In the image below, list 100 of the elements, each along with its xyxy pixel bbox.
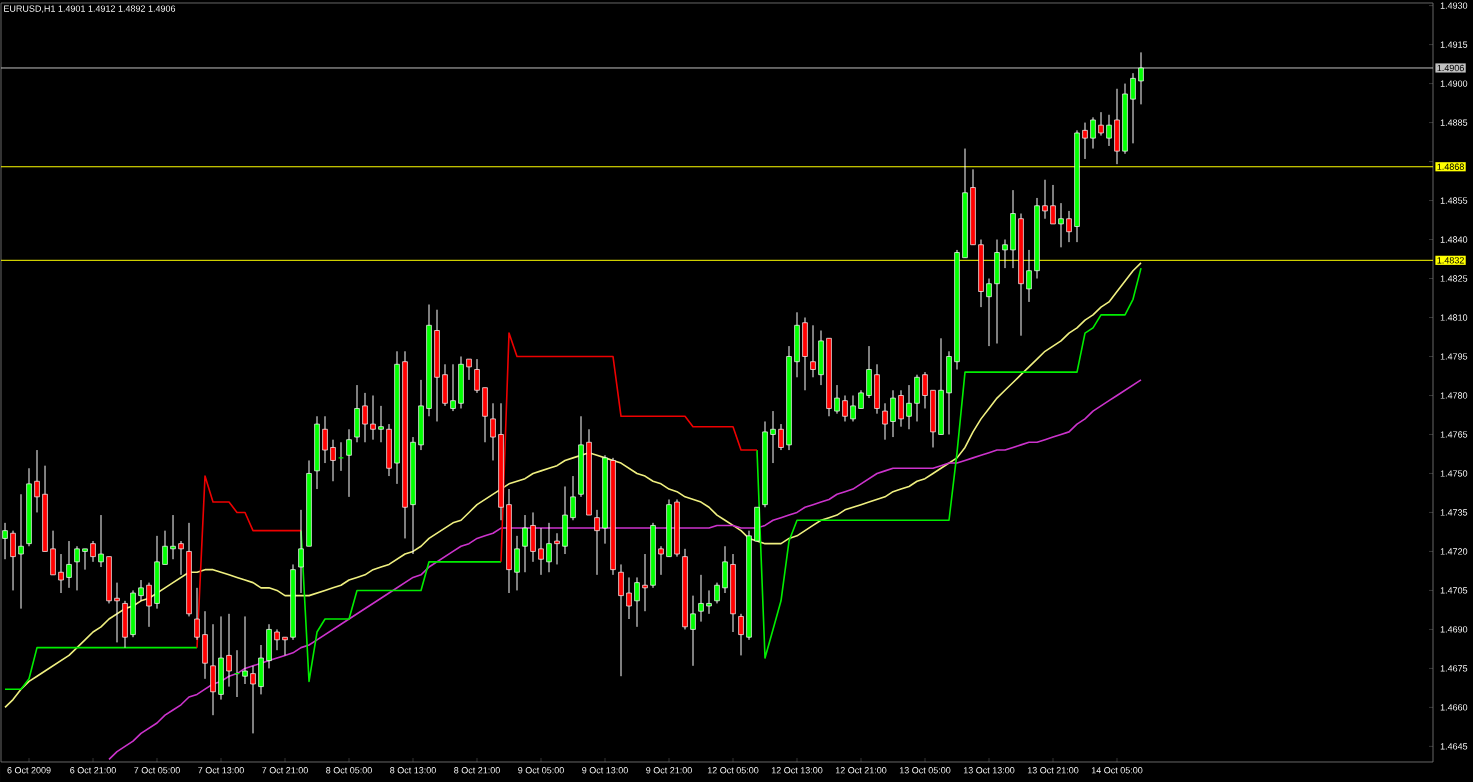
candlestick xyxy=(98,514,104,568)
y-tick-label: 1.4780 xyxy=(1440,392,1468,399)
x-tick-label: 8 Oct 21:00 xyxy=(454,767,500,774)
candlestick xyxy=(1130,72,1136,144)
y-tick-label: 1.4900 xyxy=(1440,80,1468,87)
x-tick-label: 12 Oct 13:00 xyxy=(771,767,823,774)
x-tick-label: 12 Oct 05:00 xyxy=(707,767,759,774)
candlestick xyxy=(226,613,232,688)
candlestick xyxy=(178,540,184,576)
x-tick-label: 7 Oct 13:00 xyxy=(198,767,244,774)
x-tick-label: 13 Oct 13:00 xyxy=(963,767,1015,774)
candlestick xyxy=(514,535,520,591)
candlestick xyxy=(138,579,144,602)
y-tick-label: 1.4795 xyxy=(1440,353,1468,360)
x-tick-label: 7 Oct 05:00 xyxy=(134,767,180,774)
candlestick xyxy=(34,449,40,513)
y-tick-label: 1.4705 xyxy=(1440,587,1468,594)
x-tick-label: 8 Oct 13:00 xyxy=(390,767,436,774)
candlestick xyxy=(1106,114,1112,147)
y-tick-label: 1.4825 xyxy=(1440,275,1468,282)
ref-line-label: 1.4832 xyxy=(1437,257,1464,264)
candlestick xyxy=(634,576,640,628)
candlestick xyxy=(10,530,16,591)
candlestick xyxy=(242,615,248,685)
x-tick-label: 13 Oct 05:00 xyxy=(899,767,951,774)
candlestick xyxy=(658,545,664,576)
candlestick xyxy=(346,428,352,498)
ref-line-label: 1.4906 xyxy=(1437,64,1464,72)
candlestick xyxy=(986,278,992,347)
y-tick-label: 1.4735 xyxy=(1440,509,1468,516)
candlestick xyxy=(1066,210,1072,243)
candlestick xyxy=(770,410,776,464)
candlestick xyxy=(330,439,336,482)
candlestick xyxy=(274,628,280,651)
y-tick-label: 1.4690 xyxy=(1440,626,1468,633)
candlestick xyxy=(538,527,544,576)
y-tick-label: 1.4660 xyxy=(1440,704,1468,711)
candlestick xyxy=(698,574,704,623)
y-tick-label: 1.4675 xyxy=(1440,665,1468,672)
candlestick xyxy=(882,402,888,441)
y-tick-label: 1.4855 xyxy=(1440,197,1468,204)
candlestick xyxy=(834,384,840,415)
x-tick-label: 13 Oct 21:00 xyxy=(1027,767,1079,774)
candlestick xyxy=(490,402,496,461)
candlestick xyxy=(706,589,712,615)
candlestick xyxy=(690,595,696,667)
candlestick xyxy=(1098,111,1104,137)
candlestick xyxy=(362,392,368,443)
candlestick xyxy=(898,389,904,428)
candlestick xyxy=(642,553,648,612)
candlestick xyxy=(450,363,456,412)
candlestick xyxy=(1138,51,1144,105)
x-tick-label: 9 Oct 13:00 xyxy=(582,767,628,774)
candlestick xyxy=(1050,184,1056,225)
y-tick-label: 1.4840 xyxy=(1440,236,1468,243)
y-tick-label: 1.4765 xyxy=(1440,431,1468,438)
candlestick xyxy=(714,582,720,604)
candlestick xyxy=(58,553,64,594)
candlestick xyxy=(890,389,896,438)
candlestick xyxy=(842,394,848,422)
candlestick xyxy=(82,548,88,571)
x-tick-label: 9 Oct 21:00 xyxy=(646,767,692,774)
candlestick xyxy=(626,576,632,620)
candlestick xyxy=(2,522,8,560)
candlestick xyxy=(810,324,816,378)
candlestick xyxy=(522,514,528,573)
candlestick xyxy=(74,545,80,591)
x-tick-label: 6 Oct 21:00 xyxy=(70,767,116,774)
candlestick xyxy=(1042,179,1048,220)
candlestick xyxy=(546,522,552,573)
candlestick xyxy=(90,540,96,563)
candlestick xyxy=(170,514,176,560)
candlestick xyxy=(778,423,784,451)
x-tick-label: 7 Oct 21:00 xyxy=(262,767,308,774)
candlestick xyxy=(298,509,304,594)
candlestick xyxy=(474,358,480,394)
x-tick-label: 14 Oct 05:00 xyxy=(1091,767,1143,774)
candlestick xyxy=(466,358,472,381)
candlestick xyxy=(250,665,256,734)
candlestick xyxy=(18,493,24,610)
candlestick xyxy=(66,540,72,589)
candlestick xyxy=(618,563,624,677)
candlestick xyxy=(554,532,560,565)
y-tick-label: 1.4930 xyxy=(1440,2,1468,9)
candlestick xyxy=(162,530,168,565)
y-tick-label: 1.4720 xyxy=(1440,548,1468,555)
candlestick xyxy=(906,384,912,430)
candlestick xyxy=(114,582,120,643)
ref-line-label: 1.4868 xyxy=(1437,163,1464,170)
candlestick xyxy=(594,509,600,576)
candlestick xyxy=(850,394,856,422)
x-tick-label: 9 Oct 05:00 xyxy=(518,767,564,774)
x-tick-label: 8 Oct 05:00 xyxy=(326,767,372,774)
candlestick xyxy=(378,405,384,443)
candlestick xyxy=(738,613,744,656)
candlestick xyxy=(338,441,345,472)
chart-title: EURUSD,H1 1.4901 1.4912 1.4892 1.4906 xyxy=(4,5,176,13)
candlestick xyxy=(194,587,200,641)
candlestick xyxy=(1082,122,1088,160)
candlestick xyxy=(1002,239,1008,269)
